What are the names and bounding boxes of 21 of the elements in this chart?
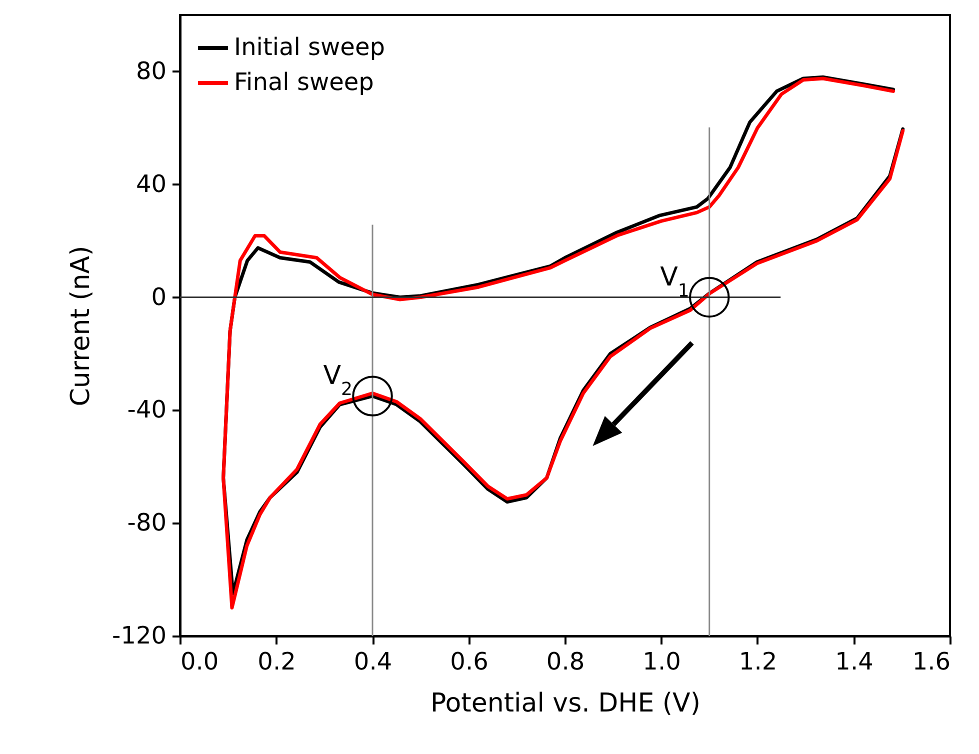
x-tick-label: 1.2 xyxy=(738,648,778,676)
y-tick-label: 40 xyxy=(136,170,166,198)
x-tick-label: 1.6 xyxy=(912,648,950,676)
x-axis-title: Potential vs. DHE (V) xyxy=(430,688,700,718)
x-tick-label: 0.6 xyxy=(450,648,488,676)
legend-label: Final sweep xyxy=(234,68,374,96)
x-tick-label: 0.4 xyxy=(354,648,392,676)
x-tick-label: 1.4 xyxy=(835,648,874,676)
legend-label: Initial sweep xyxy=(234,33,385,61)
y-axis-title: Current (nA) xyxy=(66,246,96,406)
x-tick-label: 0.8 xyxy=(546,648,585,676)
y-tick-label: 80 xyxy=(136,56,166,85)
y-tick-label: -120 xyxy=(112,622,166,650)
y-tick-label: -40 xyxy=(127,396,166,424)
annotation: V$_{1}$ xyxy=(660,262,690,301)
y-tick-label: -80 xyxy=(127,508,166,537)
y-tick-label: 0 xyxy=(151,282,166,311)
annotation: V$_{2}$ xyxy=(323,361,352,400)
x-tick-label: 1.0 xyxy=(642,648,681,676)
x-tick-label: 0.2 xyxy=(258,648,296,676)
x-tick-label: 0.0 xyxy=(180,648,219,676)
